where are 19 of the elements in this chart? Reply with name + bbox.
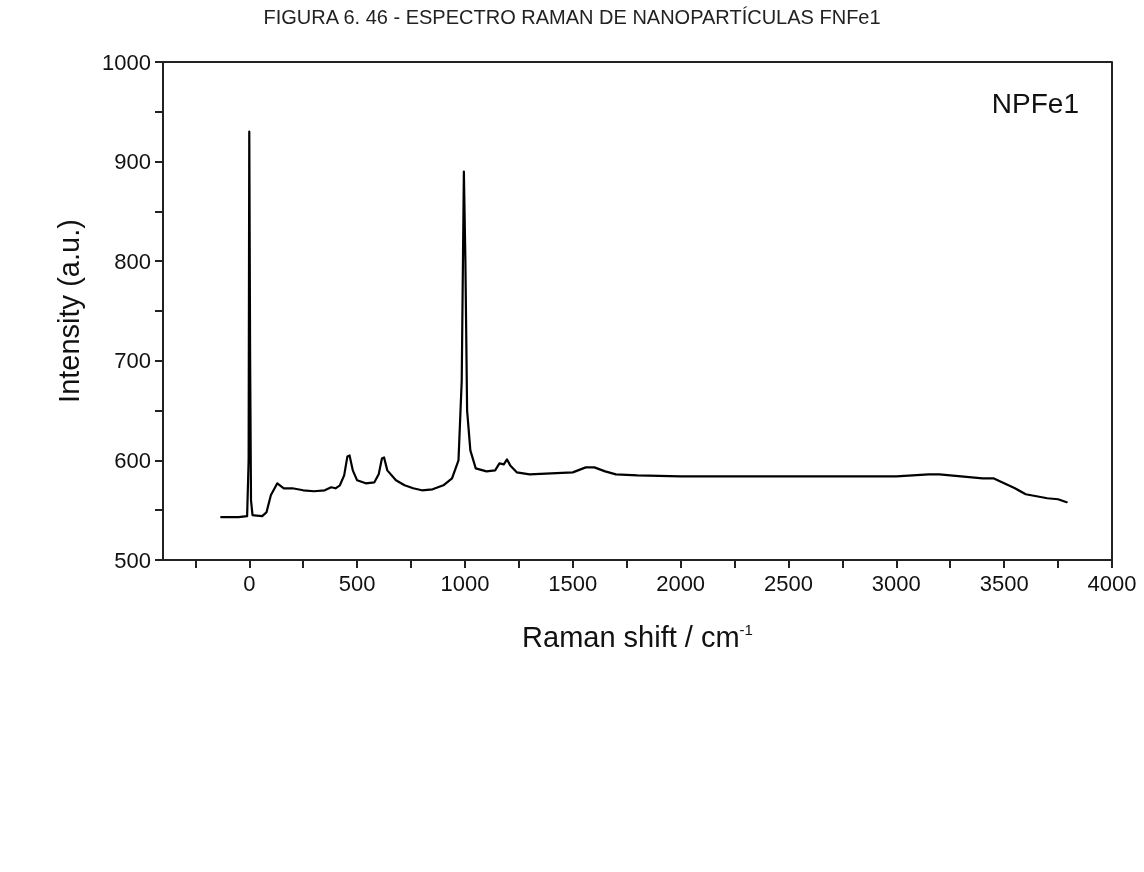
line-series	[220, 130, 1068, 519]
x-tick-label: 3000	[871, 570, 921, 596]
y-tick-label: 700	[114, 348, 151, 374]
y-tick-label: 500	[114, 547, 151, 573]
chart-title: FIGURA 6. 46 - ESPECTRO RAMAN DE NANOPARTÍCULAS FNFe1	[263, 6, 881, 28]
x-tick-label: 4000	[1087, 570, 1137, 596]
y-axis-title: Intensity (a.u.)	[52, 219, 85, 403]
y-tick-label: 1000	[102, 49, 151, 75]
annotation: NPFe1	[991, 87, 1080, 119]
x-tick-label: 3500	[979, 570, 1029, 596]
y-tick-label: 900	[114, 149, 151, 175]
x-tick-label: 1000	[440, 570, 490, 596]
y-tick-label: 800	[114, 248, 151, 274]
x-tick-label: 2500	[764, 570, 813, 596]
x-tick-label: 1500	[548, 570, 598, 596]
x-tick-label: 500	[338, 570, 376, 596]
y-tick-label: 600	[114, 447, 151, 473]
x-tick-label: 0	[243, 570, 256, 596]
x-tick-label: 2000	[656, 570, 706, 596]
